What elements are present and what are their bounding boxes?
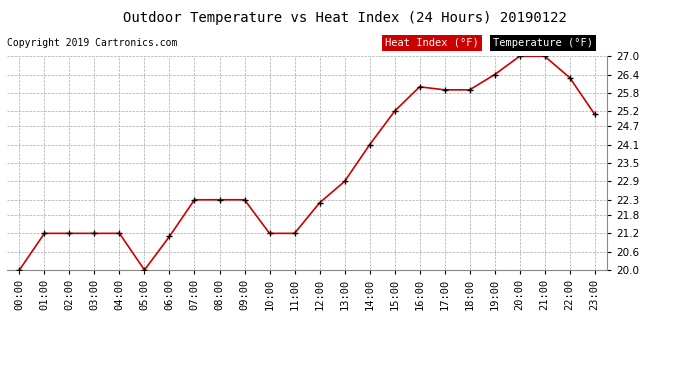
Text: Copyright 2019 Cartronics.com: Copyright 2019 Cartronics.com <box>7 38 177 48</box>
Text: Outdoor Temperature vs Heat Index (24 Hours) 20190122: Outdoor Temperature vs Heat Index (24 Ho… <box>123 11 567 25</box>
Text: Temperature (°F): Temperature (°F) <box>493 38 593 48</box>
Text: Heat Index (°F): Heat Index (°F) <box>385 38 479 48</box>
